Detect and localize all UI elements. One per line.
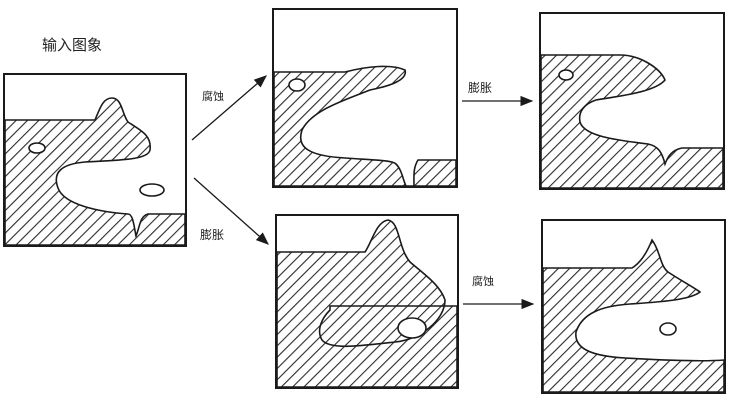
arrow-dilate-1 bbox=[193, 177, 269, 245]
closing-shape bbox=[542, 238, 725, 393]
label-dilate-1: 膨胀 bbox=[200, 228, 224, 242]
panel-dilated bbox=[275, 214, 459, 389]
label-erode-2: 腐蚀 bbox=[472, 274, 494, 288]
input-shape bbox=[4, 97, 186, 246]
eroded-hole bbox=[288, 78, 306, 92]
panel-input-image bbox=[3, 73, 187, 247]
opening-hole bbox=[558, 69, 574, 81]
label-erode-1: 腐蚀 bbox=[202, 89, 224, 103]
dilated-hole bbox=[397, 317, 427, 339]
input-hole-right bbox=[139, 183, 165, 197]
input-hole-left bbox=[28, 142, 46, 154]
panel-closing bbox=[541, 219, 726, 394]
input-image-title: 输入图象 bbox=[42, 36, 102, 54]
eroded-shape bbox=[273, 65, 457, 187]
panel-eroded bbox=[272, 8, 458, 188]
panel-opening bbox=[539, 12, 725, 190]
closing-hole bbox=[659, 322, 677, 336]
opening-shape bbox=[540, 54, 724, 189]
arrow-erode-1 bbox=[191, 75, 267, 141]
dilated-shape bbox=[276, 219, 458, 388]
label-dilate-2: 膨胀 bbox=[468, 81, 492, 95]
